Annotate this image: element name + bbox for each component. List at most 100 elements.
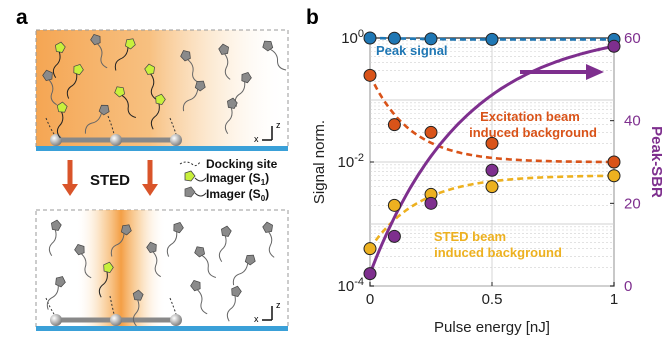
imager-dark <box>146 241 161 278</box>
bottom-bead <box>170 314 182 326</box>
imager-dark <box>232 254 256 286</box>
series-points <box>363 31 621 281</box>
imager-dark <box>224 97 238 135</box>
label-excitation-2: induced background <box>469 125 597 140</box>
imager-on-legend-icon <box>184 170 196 182</box>
data-point <box>424 32 438 46</box>
data-point <box>363 68 377 82</box>
legend-imager-s1-text: Imager (S <box>206 171 261 185</box>
imager-dark <box>166 221 184 257</box>
data-point <box>424 196 438 210</box>
legend-imager-s1-sub: 1 <box>261 178 266 187</box>
legend-docking: Docking site <box>206 157 278 171</box>
imager-bright <box>144 63 157 100</box>
docking-strand <box>107 115 115 135</box>
imager-dark <box>182 80 206 112</box>
bottom-bead <box>110 314 122 326</box>
y-right-tick-label: 20 <box>624 195 641 212</box>
imager-off-legend-tail <box>194 192 207 197</box>
label-excitation-1: Excitation beam <box>480 109 580 124</box>
imager-dark <box>262 221 275 258</box>
data-point <box>607 169 621 183</box>
imager-dark <box>90 33 108 69</box>
docking-strand <box>109 295 115 315</box>
axis-x-label: x <box>254 134 259 144</box>
data-point <box>363 267 377 281</box>
imager-bright <box>114 86 137 118</box>
y-left-tick-label: 10-2 <box>338 152 364 171</box>
docking-strand <box>169 117 177 135</box>
legend-imager-s0-paren: ) <box>265 187 269 201</box>
top-bead <box>110 134 122 146</box>
imager-dark <box>262 40 287 71</box>
y-left-axis-label: Signal norm. <box>311 120 328 204</box>
data-point <box>485 180 499 194</box>
imager-dark <box>194 246 217 278</box>
top-schematic: z x <box>35 29 289 151</box>
data-point <box>424 125 438 139</box>
schematic-legend: Docking site Imager (S1) Imager (S0) <box>179 157 278 203</box>
data-point <box>363 242 377 256</box>
docking-strand <box>169 297 177 315</box>
label-peak-signal: Peak signal <box>376 43 448 58</box>
imager-dark <box>218 43 231 80</box>
sted-label: STED <box>90 172 130 189</box>
panel-a-letter: a <box>16 6 28 29</box>
label-sted-1: STED beam <box>434 229 506 244</box>
axis-x-label: x <box>254 314 259 324</box>
sted-doughnut-glow <box>76 210 166 328</box>
docking-strand <box>45 297 55 315</box>
docking-legend-icon <box>179 161 201 167</box>
data-point <box>387 198 401 212</box>
x-tick-label: 0 <box>366 291 374 308</box>
legend-imager-s1: Imager (S1) <box>206 171 269 187</box>
imager-bright <box>56 101 68 139</box>
y-right-tick-label: 40 <box>624 113 641 130</box>
top-bead <box>50 134 62 146</box>
data-point <box>607 155 621 169</box>
axis-z-label: z <box>276 300 281 310</box>
y-right-tick-label: 0 <box>624 278 632 295</box>
imager-dark <box>132 289 144 327</box>
data-point <box>387 229 401 243</box>
series-line-peak-sbr <box>368 44 615 275</box>
x-tick-label: 0.5 <box>482 291 503 308</box>
imager-dark <box>180 50 200 84</box>
imager-bright <box>52 41 66 79</box>
legend-imager-s1-paren: ) <box>265 171 269 185</box>
label-sted-2: induced background <box>434 245 562 260</box>
top-glass-surface <box>36 146 288 151</box>
top-imagers <box>42 33 287 139</box>
imager-dark <box>84 104 110 134</box>
imager-bright <box>66 63 84 99</box>
imager-bright <box>150 93 166 130</box>
bottom-bead <box>50 314 62 326</box>
bottom-schematic: z x <box>35 209 289 331</box>
data-point <box>485 136 499 150</box>
sted-transition: STED <box>62 160 158 196</box>
legend-imager-s0-text: Imager (S <box>206 187 261 201</box>
top-schematic-frame <box>35 29 289 149</box>
y-left-tick-label: 100 <box>341 28 364 47</box>
top-bead <box>170 134 182 146</box>
panel-b-letter: b <box>306 6 319 29</box>
imager-on-legend-tail <box>194 177 207 182</box>
imager-dark <box>110 224 132 257</box>
imager-dark <box>190 279 208 315</box>
bottom-axes-indicator: z x <box>254 300 281 324</box>
legend-imager-s0-sub: 0 <box>261 194 266 203</box>
top-axes-indicator: z x <box>254 120 281 144</box>
bottom-imagers <box>46 219 275 327</box>
data-point <box>387 118 401 132</box>
y-right-tick-label: 60 <box>624 30 641 47</box>
x-axis-label: Pulse energy [nJ] <box>434 319 550 336</box>
imager-dark <box>46 276 66 310</box>
imager-bright <box>98 261 114 298</box>
data-point <box>387 31 401 45</box>
legend-imager-s0: Imager (S0) <box>206 187 269 203</box>
y-right-axis-label: Peak-SBR <box>648 126 662 198</box>
